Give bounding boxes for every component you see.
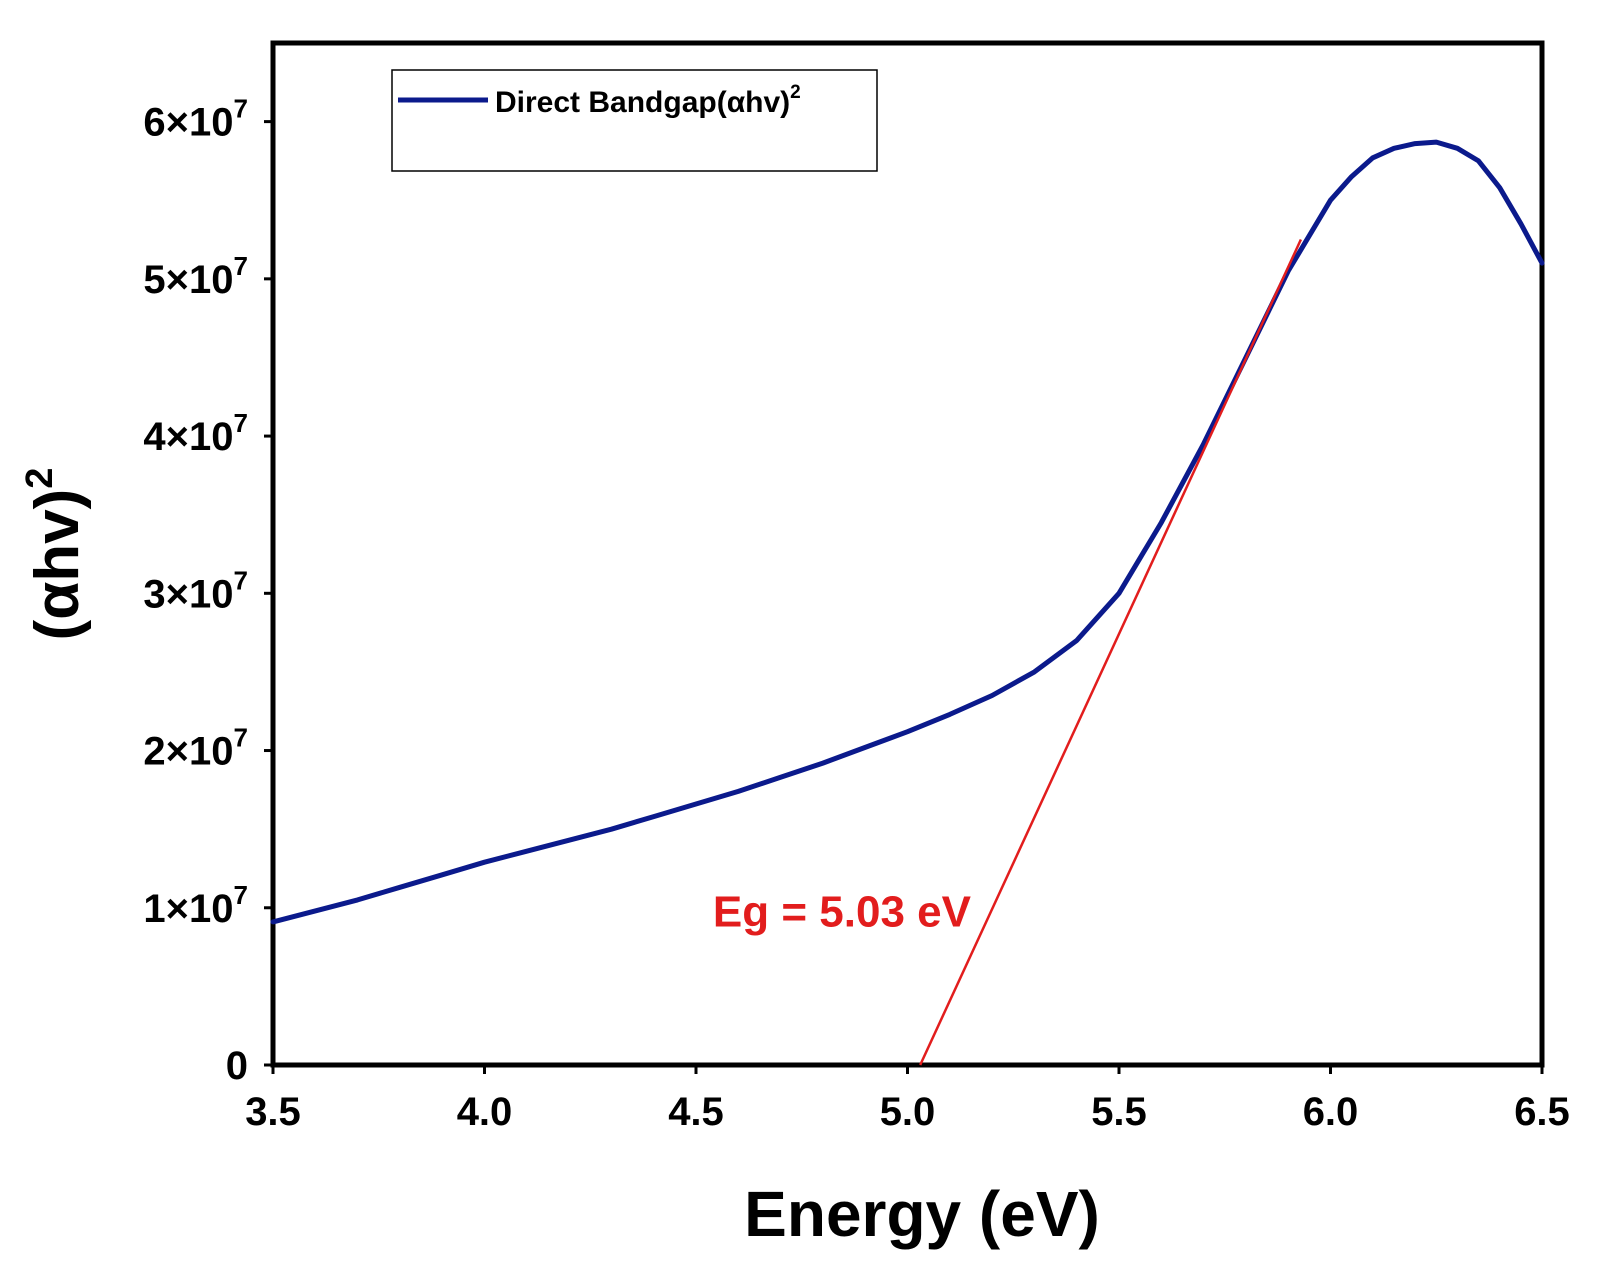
x-tick-label: 5.0 — [880, 1090, 936, 1134]
y-tick-label-sup: 7 — [234, 94, 248, 124]
y-tick-label: 3×107 — [143, 565, 248, 616]
x-tick-label: 4.0 — [457, 1090, 513, 1134]
y-tick-label-base: 3×10 — [143, 572, 233, 616]
y-tick-label-sup: 7 — [234, 251, 248, 281]
y-tick-label: 5×107 — [143, 251, 248, 302]
y-tick-label: 1×107 — [143, 880, 248, 931]
y-axis-title: (αhv)2 — [19, 468, 92, 641]
y-tick-label-sup: 7 — [234, 880, 248, 910]
x-tick-label: 4.5 — [668, 1090, 724, 1134]
x-tick-label: 6.5 — [1514, 1090, 1570, 1134]
x-tick-label: 6.0 — [1303, 1090, 1359, 1134]
legend-label-base: Direct Bandgap(αhv) — [495, 86, 790, 119]
y-tick-label-sup: 7 — [234, 408, 248, 438]
y-axis-title-base: (αhv) — [23, 489, 92, 641]
y-tick-label-sup: 7 — [234, 565, 248, 595]
legend: Direct Bandgap(αhv)2 — [391, 69, 878, 172]
bandgap-annotation: Eg = 5.03 eV — [713, 888, 972, 937]
y-tick-label-base: 0 — [226, 1044, 248, 1088]
y-axis-title-sup: 2 — [19, 468, 61, 489]
x-tick-label: 5.5 — [1091, 1090, 1147, 1134]
linear-fit-line — [919, 239, 1303, 1066]
y-tick-label-base: 4×10 — [143, 415, 233, 459]
y-tick-label-base: 1×10 — [143, 887, 233, 931]
x-axis-title: Energy (eV) — [744, 1178, 1100, 1250]
y-tick-label-sup: 7 — [234, 723, 248, 753]
legend-box — [391, 69, 878, 172]
y-tick-label: 2×107 — [143, 723, 248, 774]
y-tick-label: 6×107 — [143, 94, 248, 145]
y-tick-label-base: 6×10 — [143, 101, 233, 145]
y-tick-label: 4×107 — [143, 408, 248, 459]
legend-label-sup: 2 — [790, 82, 801, 103]
x-axis-ticks: 3.5 4.0 4.5 5.0 5.5 6.0 6.5 — [245, 1065, 1570, 1134]
y-tick-label: 0 — [226, 1044, 248, 1088]
y-tick-label-base: 2×10 — [143, 730, 233, 774]
series-line-direct-bandgap — [270, 139, 1545, 925]
legend-label: Direct Bandgap(αhv)2 — [495, 82, 801, 119]
y-tick-label-base: 5×10 — [143, 258, 233, 302]
x-tick-label: 3.5 — [245, 1090, 301, 1134]
